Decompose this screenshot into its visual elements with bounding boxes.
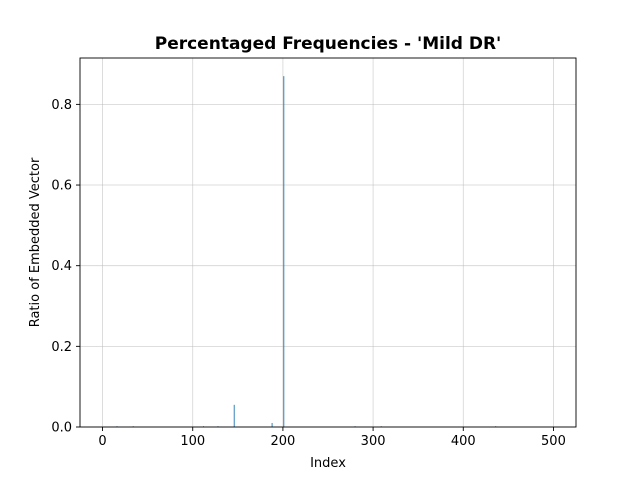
y-tick-label: 0.6 (51, 179, 72, 194)
bar (233, 404, 235, 427)
y-tick-label: 0.4 (51, 259, 72, 274)
bar (283, 76, 285, 428)
y-tick-label: 0.0 (51, 421, 72, 436)
plot-frame (79, 57, 577, 428)
x-tick-label: 100 (180, 434, 205, 449)
x-axis-label: Index (310, 456, 346, 471)
chart-title: Percentaged Frequencies - 'Mild DR' (155, 34, 502, 54)
bars (116, 76, 497, 428)
y-axis-label: Ratio of Embedded Vector (28, 157, 43, 327)
y-tick-label: 0.2 (51, 340, 72, 355)
x-tick-label: 300 (361, 434, 386, 449)
grid (80, 58, 576, 428)
x-tick-label: 0 (98, 434, 106, 449)
x-axis-ticks: 0 100 200 300 400 500 (98, 427, 566, 449)
x-tick-label: 400 (451, 434, 476, 449)
y-tick-label: 0.8 (51, 98, 72, 113)
bar (271, 422, 273, 427)
x-tick-label: 200 (270, 434, 295, 449)
x-tick-label: 500 (541, 434, 566, 449)
y-axis-ticks: 0.0 0.2 0.4 0.6 0.8 (51, 98, 80, 436)
